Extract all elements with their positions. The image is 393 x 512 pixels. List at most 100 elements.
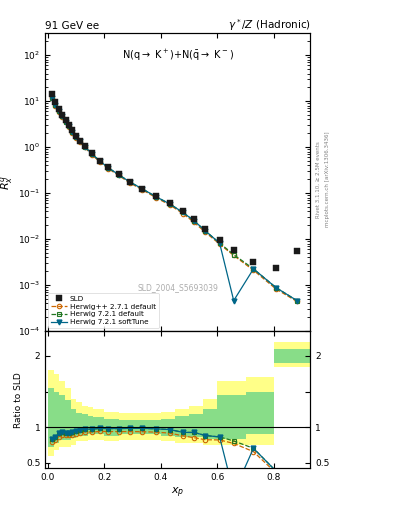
- Y-axis label: Ratio to SLD: Ratio to SLD: [14, 372, 23, 428]
- Text: mcplots.cern.ch [arXiv:1306.3436]: mcplots.cern.ch [arXiv:1306.3436]: [325, 132, 331, 227]
- Herwig 7.2.1 softTune: [70, 129, 75, 135]
- Herwig 7.2.1 default: [56, 108, 61, 114]
- Herwig++ 2.7.1 default: [180, 210, 185, 217]
- SLD: [83, 143, 87, 149]
- Herwig 7.2.1 default: [217, 240, 222, 246]
- Herwig 7.2.1 softTune: [217, 240, 222, 246]
- Herwig 7.2.1 default: [66, 123, 71, 130]
- Herwig 7.2.1 default: [167, 201, 172, 207]
- Herwig++ 2.7.1 default: [167, 202, 172, 208]
- Herwig 7.2.1 softTune: [83, 143, 87, 150]
- Herwig 7.2.1 default: [116, 172, 121, 178]
- Herwig 7.2.1 softTune: [127, 179, 132, 185]
- Herwig 7.2.1 softTune: [192, 218, 196, 224]
- Text: $\gamma^*/Z$ (Hadronic): $\gamma^*/Z$ (Hadronic): [228, 17, 310, 33]
- Herwig++ 2.7.1 default: [50, 95, 54, 101]
- Herwig++ 2.7.1 default: [140, 187, 145, 193]
- SLD: [70, 127, 75, 133]
- Herwig++ 2.7.1 default: [203, 229, 208, 236]
- Herwig++ 2.7.1 default: [74, 135, 79, 141]
- Herwig 7.2.1 softTune: [153, 194, 158, 200]
- SLD: [66, 122, 71, 128]
- Legend: SLD, Herwig++ 2.7.1 default, Herwig 7.2.1 default, Herwig 7.2.1 softTune: SLD, Herwig++ 2.7.1 default, Herwig 7.2.…: [48, 293, 159, 328]
- Y-axis label: $R_x^q$: $R_x^q$: [0, 175, 15, 190]
- SLD: [295, 248, 299, 254]
- Herwig 7.2.1 softTune: [90, 151, 94, 157]
- Herwig++ 2.7.1 default: [70, 130, 75, 136]
- Herwig++ 2.7.1 default: [63, 119, 68, 125]
- Herwig 7.2.1 softTune: [53, 101, 58, 108]
- Herwig 7.2.1 softTune: [97, 158, 102, 164]
- Text: SLD_2004_S5693039: SLD_2004_S5693039: [138, 283, 218, 292]
- Herwig 7.2.1 default: [97, 158, 102, 164]
- Herwig 7.2.1 default: [63, 118, 68, 124]
- SLD: [56, 106, 61, 112]
- SLD: [127, 179, 132, 185]
- Line: Herwig++ 2.7.1 default: Herwig++ 2.7.1 default: [50, 96, 299, 304]
- Line: SLD: SLD: [50, 91, 299, 271]
- Herwig++ 2.7.1 default: [192, 220, 196, 226]
- Herwig 7.2.1 default: [153, 194, 158, 200]
- SLD: [140, 185, 145, 191]
- Herwig 7.2.1 default: [192, 218, 196, 224]
- Herwig++ 2.7.1 default: [83, 144, 87, 151]
- Herwig 7.2.1 softTune: [63, 118, 68, 124]
- Herwig 7.2.1 default: [203, 228, 208, 234]
- SLD: [251, 259, 256, 265]
- SLD: [167, 200, 172, 206]
- SLD: [50, 91, 54, 97]
- Herwig++ 2.7.1 default: [231, 252, 236, 259]
- Herwig++ 2.7.1 default: [251, 267, 256, 273]
- SLD: [116, 171, 121, 177]
- Herwig 7.2.1 softTune: [140, 186, 145, 192]
- Herwig 7.2.1 default: [251, 266, 256, 272]
- Herwig 7.2.1 default: [274, 285, 278, 291]
- SLD: [74, 133, 79, 139]
- Line: Herwig 7.2.1 default: Herwig 7.2.1 default: [50, 95, 299, 303]
- SLD: [180, 208, 185, 214]
- Herwig 7.2.1 softTune: [74, 134, 79, 140]
- Line: Herwig 7.2.1 softTune: Herwig 7.2.1 softTune: [50, 95, 299, 303]
- Herwig 7.2.1 softTune: [50, 95, 54, 101]
- Herwig 7.2.1 default: [74, 134, 79, 140]
- SLD: [53, 98, 58, 104]
- Herwig 7.2.1 default: [60, 113, 64, 119]
- SLD: [274, 265, 278, 271]
- Herwig 7.2.1 softTune: [116, 172, 121, 178]
- SLD: [90, 151, 94, 157]
- SLD: [192, 216, 196, 222]
- SLD: [217, 237, 222, 243]
- Herwig++ 2.7.1 default: [153, 195, 158, 201]
- Herwig++ 2.7.1 default: [106, 165, 111, 172]
- Herwig 7.2.1 softTune: [78, 138, 83, 144]
- Herwig 7.2.1 softTune: [274, 285, 278, 291]
- SLD: [60, 112, 64, 118]
- Herwig 7.2.1 default: [83, 143, 87, 150]
- SLD: [78, 138, 83, 144]
- Herwig 7.2.1 softTune: [251, 266, 256, 272]
- Herwig++ 2.7.1 default: [295, 298, 299, 305]
- Herwig++ 2.7.1 default: [116, 173, 121, 179]
- SLD: [97, 158, 102, 164]
- Herwig 7.2.1 default: [295, 297, 299, 304]
- Herwig++ 2.7.1 default: [90, 152, 94, 158]
- Herwig 7.2.1 default: [140, 186, 145, 192]
- Herwig 7.2.1 default: [90, 151, 94, 157]
- Herwig 7.2.1 softTune: [203, 228, 208, 234]
- Herwig 7.2.1 softTune: [231, 297, 236, 304]
- Text: Rivet 3.1.10, ≥ 2.5M events: Rivet 3.1.10, ≥ 2.5M events: [316, 141, 321, 218]
- X-axis label: $x_p$: $x_p$: [171, 485, 185, 500]
- Herwig++ 2.7.1 default: [274, 286, 278, 292]
- Text: N(q$\rightarrow$ K$^+$)+N($\bar{\rm q}\rightarrow$ K$^-$): N(q$\rightarrow$ K$^+$)+N($\bar{\rm q}\r…: [122, 48, 234, 63]
- Herwig++ 2.7.1 default: [60, 114, 64, 120]
- Herwig 7.2.1 softTune: [106, 165, 111, 171]
- Herwig 7.2.1 default: [70, 129, 75, 135]
- SLD: [231, 247, 236, 253]
- Herwig++ 2.7.1 default: [66, 124, 71, 131]
- SLD: [106, 164, 111, 170]
- Herwig++ 2.7.1 default: [56, 109, 61, 115]
- Herwig 7.2.1 default: [106, 165, 111, 171]
- SLD: [203, 225, 208, 231]
- Herwig++ 2.7.1 default: [78, 139, 83, 145]
- Herwig 7.2.1 default: [127, 179, 132, 185]
